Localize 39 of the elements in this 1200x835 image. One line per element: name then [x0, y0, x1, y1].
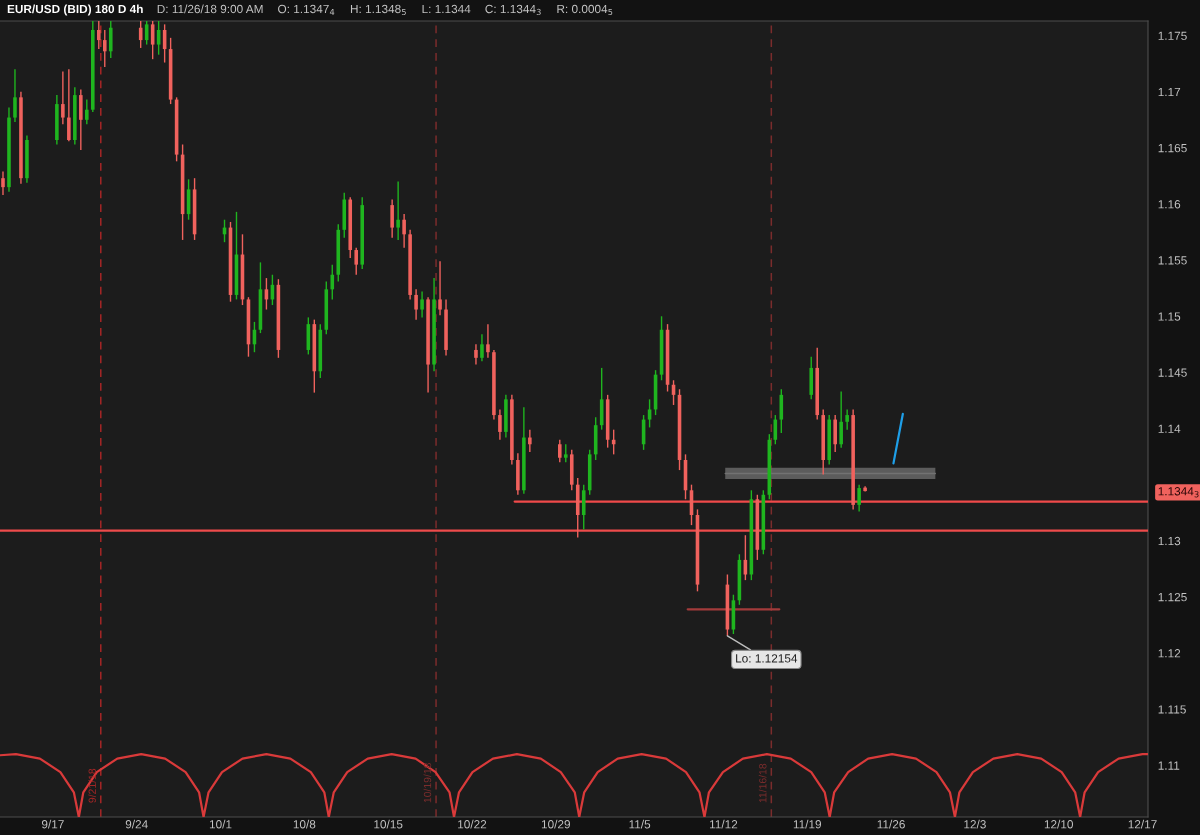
- ref-line-label: 10/19/18: [423, 763, 432, 803]
- x-tick-label: 12/3: [964, 819, 986, 829]
- x-tick-label: 10/8: [293, 819, 316, 829]
- x-tick-label: 10/22: [458, 819, 487, 829]
- x-tick-label: 10/15: [374, 819, 403, 829]
- x-tick-label: 12/10: [1044, 819, 1074, 829]
- x-tick-label: 11/26: [877, 819, 905, 829]
- y-tick-label: 1.13: [1158, 536, 1181, 546]
- y-tick-label: 1.17: [1158, 87, 1181, 97]
- x-tick-label: 10/29: [541, 819, 570, 829]
- text: O: 1.1347$_{4}$: [278, 4, 335, 15]
- y-tick-label: 1.1344$_{3}$: [1158, 487, 1199, 498]
- annotation: Lo: 1.12154: [736, 654, 798, 663]
- text: C: 1.1344$_{3}$: [485, 4, 541, 16]
- y-tick-label: 1.155: [1158, 256, 1187, 265]
- y-tick-label: 1.12: [1158, 649, 1181, 658]
- text: R: 0.0004$_{5}$: [557, 4, 613, 16]
- y-tick-label: 1.15: [1158, 312, 1181, 321]
- y-tick-label: 1.145: [1158, 368, 1187, 377]
- x-tick-label: 9/24: [125, 819, 148, 829]
- ref-line-label: 9/21/18: [88, 768, 96, 803]
- x-tick-label: 12/17: [1128, 819, 1157, 829]
- y-tick-label: 1.165: [1158, 143, 1187, 153]
- x-tick-label: 9/17: [41, 819, 64, 829]
- y-tick-label: 1.125: [1158, 592, 1187, 602]
- y-tick-label: 1.16: [1158, 200, 1181, 209]
- chart-title: EUR/USD (BID) 180 D 4h: [7, 4, 143, 16]
- ref-line-label: 11/16/18: [758, 763, 767, 803]
- x-tick-label: 11/19: [793, 819, 822, 829]
- y-tick-label: 1.14: [1158, 424, 1181, 433]
- y-tick-label: 1.175: [1158, 31, 1187, 40]
- text: H: 1.1348$_{5}$: [350, 4, 406, 16]
- x-tick-label: 11/5: [629, 819, 651, 829]
- text: L: 1.1344: [422, 4, 471, 14]
- y-tick-label: 1.11: [1158, 761, 1180, 770]
- x-tick-label: 10/1: [209, 819, 232, 829]
- text: D: 11/26/18 9:00 AM: [157, 4, 263, 14]
- x-tick-label: 11/12: [709, 819, 738, 829]
- y-tick-label: 1.115: [1158, 705, 1186, 714]
